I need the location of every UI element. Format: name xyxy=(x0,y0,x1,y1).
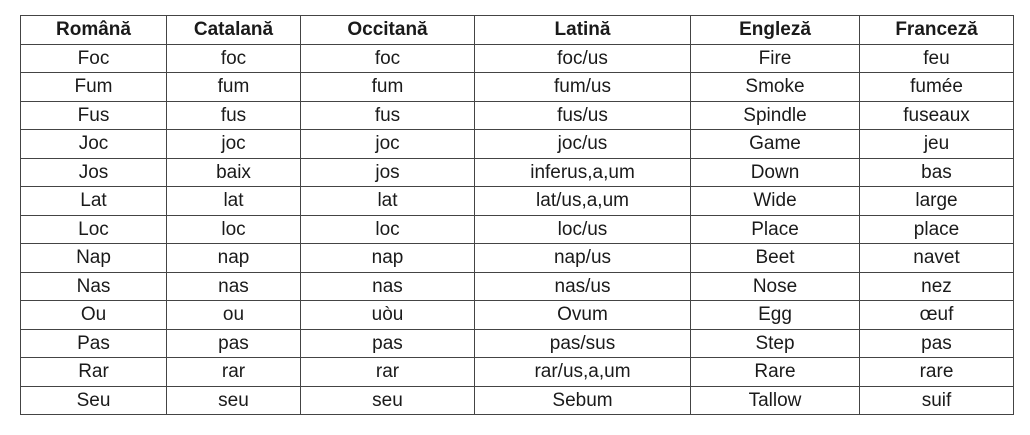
table-cell: Place xyxy=(690,214,860,244)
table-cell: pas xyxy=(859,328,1014,358)
table-cell: feu xyxy=(859,43,1014,73)
table-cell: Down xyxy=(690,157,860,187)
table-cell: Smoke xyxy=(690,72,860,102)
column-header: Occitană xyxy=(300,15,475,45)
table-cell: fumée xyxy=(859,72,1014,102)
table-cell: inferus,a,um xyxy=(474,157,691,187)
table-row: Seu seu seu Sebum Tallow suif xyxy=(20,385,1014,415)
table-cell: fum xyxy=(166,72,301,102)
column-header: Română xyxy=(20,15,167,45)
table-cell: Fus xyxy=(20,100,167,130)
table-cell: Joc xyxy=(20,129,167,159)
table-cell: nap xyxy=(166,243,301,273)
table-cell: Seu xyxy=(20,385,167,415)
table-cell: Game xyxy=(690,129,860,159)
table-cell: fus xyxy=(300,100,475,130)
table-cell: ou xyxy=(166,300,301,330)
table-cell: Lat xyxy=(20,186,167,216)
table-cell: loc xyxy=(300,214,475,244)
table-cell: navet xyxy=(859,243,1014,273)
table-cell: Ou xyxy=(20,300,167,330)
table-cell: Nose xyxy=(690,271,860,301)
table-cell: rar xyxy=(166,357,301,387)
table-cell: nez xyxy=(859,271,1014,301)
table-row: Nap nap nap nap/us Beet navet xyxy=(20,243,1014,273)
table-header-row: Română Catalană Occitană Latină Engleză Franc… xyxy=(20,15,1014,45)
table-cell: nas/us xyxy=(474,271,691,301)
table-cell: Ovum xyxy=(474,300,691,330)
table-cell: Jos xyxy=(20,157,167,187)
table-cell: nap/us xyxy=(474,243,691,273)
table-cell: seu xyxy=(166,385,301,415)
table-cell: loc/us xyxy=(474,214,691,244)
table-cell: Tallow xyxy=(690,385,860,415)
column-header: Engleză xyxy=(690,15,860,45)
table-row: Ou ou uòu Ovum Egg œuf xyxy=(20,300,1014,330)
table-cell: fum/us xyxy=(474,72,691,102)
table-cell: rare xyxy=(859,357,1014,387)
table-row: Lat lat lat lat/us,a,um Wide large xyxy=(20,186,1014,216)
table-cell: lat xyxy=(300,186,475,216)
table-cell: place xyxy=(859,214,1014,244)
table-cell: loc xyxy=(166,214,301,244)
table-cell: Pas xyxy=(20,328,167,358)
table-cell: jeu xyxy=(859,129,1014,159)
table-cell: large xyxy=(859,186,1014,216)
table-cell: pas xyxy=(166,328,301,358)
table-cell: foc/us xyxy=(474,43,691,73)
table-cell: Sebum xyxy=(474,385,691,415)
table-cell: pas/sus xyxy=(474,328,691,358)
table-cell: joc xyxy=(300,129,475,159)
table-cell: foc xyxy=(300,43,475,73)
table-row: Fus fus fus fus/us Spindle fuseaux xyxy=(20,100,1014,130)
table-cell: uòu xyxy=(300,300,475,330)
table-cell: bas xyxy=(859,157,1014,187)
table-cell: lat xyxy=(166,186,301,216)
table-cell: Foc xyxy=(20,43,167,73)
table-cell: Egg xyxy=(690,300,860,330)
table-cell: Spindle xyxy=(690,100,860,130)
table-cell: Loc xyxy=(20,214,167,244)
table-cell: baix xyxy=(166,157,301,187)
table-cell: œuf xyxy=(859,300,1014,330)
table-cell: fuseaux xyxy=(859,100,1014,130)
table-cell: seu xyxy=(300,385,475,415)
table-cell: joc xyxy=(166,129,301,159)
language-comparison-table: Română Catalană Occitană Latină Engleză Franc… xyxy=(20,15,1014,415)
table-cell: fum xyxy=(300,72,475,102)
table-cell: rar/us,a,um xyxy=(474,357,691,387)
table-row: Fum fum fum fum/us Smoke fumée xyxy=(20,72,1014,102)
table-row: Foc foc foc foc/us Fire feu xyxy=(20,43,1014,73)
table-cell: Fire xyxy=(690,43,860,73)
table-cell: nap xyxy=(300,243,475,273)
table-cell: Nas xyxy=(20,271,167,301)
table-cell: Nap xyxy=(20,243,167,273)
table-cell: Step xyxy=(690,328,860,358)
table-cell: Wide xyxy=(690,186,860,216)
table-row: Jos baix jos inferus,a,um Down bas xyxy=(20,157,1014,187)
table-row: Nas nas nas nas/us Nose nez xyxy=(20,271,1014,301)
table-cell: jos xyxy=(300,157,475,187)
table-cell: Beet xyxy=(690,243,860,273)
table-cell: Rar xyxy=(20,357,167,387)
table-cell: nas xyxy=(166,271,301,301)
table-cell: foc xyxy=(166,43,301,73)
table-cell: fus xyxy=(166,100,301,130)
table-row: Pas pas pas pas/sus Step pas xyxy=(20,328,1014,358)
table-cell: rar xyxy=(300,357,475,387)
table-cell: Rare xyxy=(690,357,860,387)
table-cell: lat/us,a,um xyxy=(474,186,691,216)
column-header: Franceză xyxy=(859,15,1014,45)
table-cell: pas xyxy=(300,328,475,358)
table-cell: joc/us xyxy=(474,129,691,159)
table-cell: fus/us xyxy=(474,100,691,130)
table-cell: suif xyxy=(859,385,1014,415)
table-cell: nas xyxy=(300,271,475,301)
table-row: Rar rar rar rar/us,a,um Rare rare xyxy=(20,357,1014,387)
table-row: Loc loc loc loc/us Place place xyxy=(20,214,1014,244)
column-header: Catalană xyxy=(166,15,301,45)
table-cell: Fum xyxy=(20,72,167,102)
table-row: Joc joc joc joc/us Game jeu xyxy=(20,129,1014,159)
column-header: Latină xyxy=(474,15,691,45)
